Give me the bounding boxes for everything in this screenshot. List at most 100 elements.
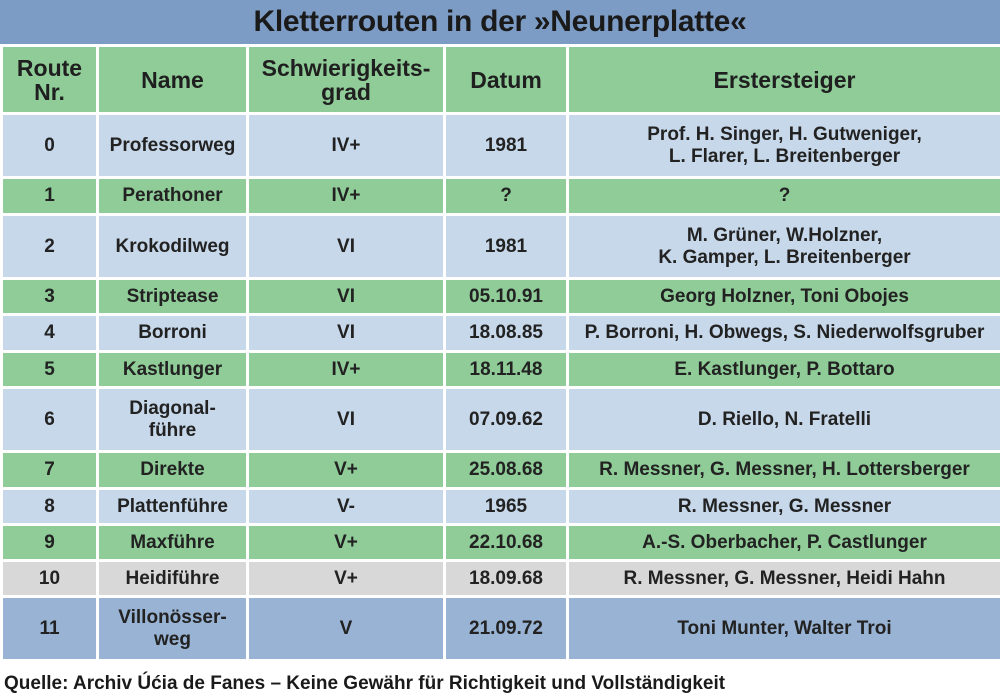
cell-line: E. Kastlunger, P. Bottaro [674,358,895,380]
cell-route-nr: 2 [0,213,99,280]
cell-date: 18.09.68 [443,559,569,598]
cell-line: ? [778,185,791,206]
cell-date: 1981 [443,112,569,179]
table-row: 10 Heidiführe V+ 18.09.68 R. Messner, G. Mes… [0,559,1000,598]
cell-grade: VI [246,213,446,280]
cell-first-ascent: Toni Munter, Walter Troi [566,595,1000,662]
cell-grade: V+ [246,559,446,598]
header-route-nr: Route Nr. [0,44,99,115]
cell-grade: VI [246,386,446,453]
cell-first-ascent: M. Grüner, W.Holzner, K. Gamper, L. Breit… [566,213,1000,280]
cell-grade: V [246,595,446,662]
table-row: 3 Striptease VI 05.10.91 Georg Holzner, Toni… [0,277,1000,316]
cell-line: L. Flarer, L. Breitenberger [668,145,901,167]
table-row: 9 Maxführe V+ 22.10.68 A.-S. Oberbacher, P. … [0,523,1000,562]
cell-date: 05.10.91 [443,277,569,316]
table-row: 1 Perathoner IV+?? [0,176,1000,216]
header-date: Datum [443,44,569,115]
cell-route-nr: 6 [0,386,99,453]
source-note: Quelle: Archiv Úćia de Fanes – Keine Gew… [4,673,726,694]
cell-name: Maxführe [96,523,249,562]
header-name: Name [96,44,249,115]
cell-route-nr: 9 [0,523,99,562]
cell-route-nr: 10 [0,559,99,598]
cell-first-ascent: D. Riello, N. Fratelli [566,386,1000,453]
cell-route-nr: 3 [0,277,99,316]
cell-name: Kastlunger [96,350,249,389]
cell-line: Villonösser- [118,606,227,628]
cell-line: Georg Holzner, Toni Obojes [660,285,909,307]
cell-date: 22.10.68 [443,523,569,562]
cell-first-ascent: R. Messner, G. Messner [566,487,1000,526]
cell-date: 18.11.48 [443,350,569,389]
cell-grade: VI [246,277,446,316]
cell-first-ascent: R. Messner, G. Messner, Heidi Hahn [566,559,1000,598]
cell-line: R. Messner, G. Messner [677,495,892,517]
cell-name: Perathoner [96,176,249,216]
cell-line: Prof. H. Singer, H. Gutweniger, [647,123,922,145]
cell-grade: VI [246,313,446,353]
routes-table: Route Nr. Name Schwierigkeits-grad Datum… [0,44,1000,662]
cell-grade: IV+ [246,176,446,216]
cell-first-ascent: E. Kastlunger, P. Bottaro [566,350,1000,389]
header-first-ascent: Erstersteiger [566,44,1000,115]
cell-name: Villonösser-weg [96,595,249,662]
cell-name: Borroni [96,313,249,353]
cell-route-nr: 0 [0,112,99,179]
header-row: Route Nr. Name Schwierigkeits-grad Datum… [0,44,1000,115]
table-row: 7 Direkte V+ 25.08.68 R. Messner, G. Messner… [0,450,1000,490]
cell-line: K. Gamper, L. Breitenberger [658,246,911,268]
cell-name: Direkte [96,450,249,490]
table-title: Kletterrouten in der »Neunerplatte« [0,0,1000,44]
cell-route-nr: 1 [0,176,99,216]
cell-line: P. Borroni, H. Obwegs, S. Niederwolfsgru… [584,322,985,343]
cell-first-ascent: Prof. H. Singer, H. Gutweniger, L. Flarer… [566,112,1000,179]
cell-route-nr: 8 [0,487,99,526]
cell-grade: V+ [246,450,446,490]
cell-first-ascent: Georg Holzner, Toni Obojes [566,277,1000,316]
cell-line: M. Grüner, W.Holzner, [686,224,883,246]
cell-line: Diagonal- [129,397,216,419]
table-row: 8 Plattenführe V- 1965 R. Messner, G. Messne… [0,487,1000,526]
cell-grade: IV+ [246,112,446,179]
cell-name: Heidiführe [96,559,249,598]
cell-line: führe [148,419,197,441]
cell-route-nr: 11 [0,595,99,662]
cell-grade: V- [246,487,446,526]
table-row: 2 Krokodilweg VI 1981 M. Grüner, W.Holzner, K… [0,213,1000,280]
cell-date: 1981 [443,213,569,280]
cell-date: ? [443,176,569,216]
cell-line: Toni Munter, Walter Troi [677,617,892,639]
table-row: 0 Professorweg IV+ 1981 Prof. H. Singer, H. … [0,112,1000,179]
cell-name: Striptease [96,277,249,316]
cell-name: Krokodilweg [96,213,249,280]
cell-line: weg [154,628,191,650]
cell-grade: V+ [246,523,446,562]
cell-first-ascent: A.-S. Oberbacher, P. Castlunger [566,523,1000,562]
cell-line: D. Riello, N. Fratelli [697,408,872,430]
cell-date: 18.08.85 [443,313,569,353]
table-row: 4 Borroni VI 18.08.85 P. Borroni, H. Obwegs,… [0,313,1000,353]
cell-name: Plattenführe [96,487,249,526]
cell-line: R. Messner, G. Messner, Heidi Hahn [623,567,946,589]
cell-line: R. Messner, G. Messner, H. Lottersberger [599,459,970,480]
cell-route-nr: 5 [0,350,99,389]
cell-first-ascent: ? [566,176,1000,216]
cell-date: 1965 [443,487,569,526]
cell-date: 25.08.68 [443,450,569,490]
cell-date: 21.09.72 [443,595,569,662]
table-row: 11 Villonösser-weg V 21.09.72 Toni Munter, W… [0,595,1000,662]
cell-first-ascent: R. Messner, G. Messner, H. Lottersberger [566,450,1000,490]
cell-route-nr: 7 [0,450,99,490]
table-row: 6 Diagonal-führe VI 07.09.62 D. Riello, N. F… [0,386,1000,453]
cell-grade: IV+ [246,350,446,389]
table-body: 0 Professorweg IV+ 1981 Prof. H. Singer, H. … [0,112,1000,662]
cell-name: Professorweg [96,112,249,179]
cell-date: 07.09.62 [443,386,569,453]
cell-line: A.-S. Oberbacher, P. Castlunger [642,531,927,553]
table-row: 5 Kastlunger IV+ 18.11.48 E. Kastlunger, P. … [0,350,1000,389]
cell-first-ascent: P. Borroni, H. Obwegs, S. Niederwolfsgru… [566,313,1000,353]
cell-route-nr: 4 [0,313,99,353]
header-grade: Schwierigkeits-grad [246,44,446,115]
